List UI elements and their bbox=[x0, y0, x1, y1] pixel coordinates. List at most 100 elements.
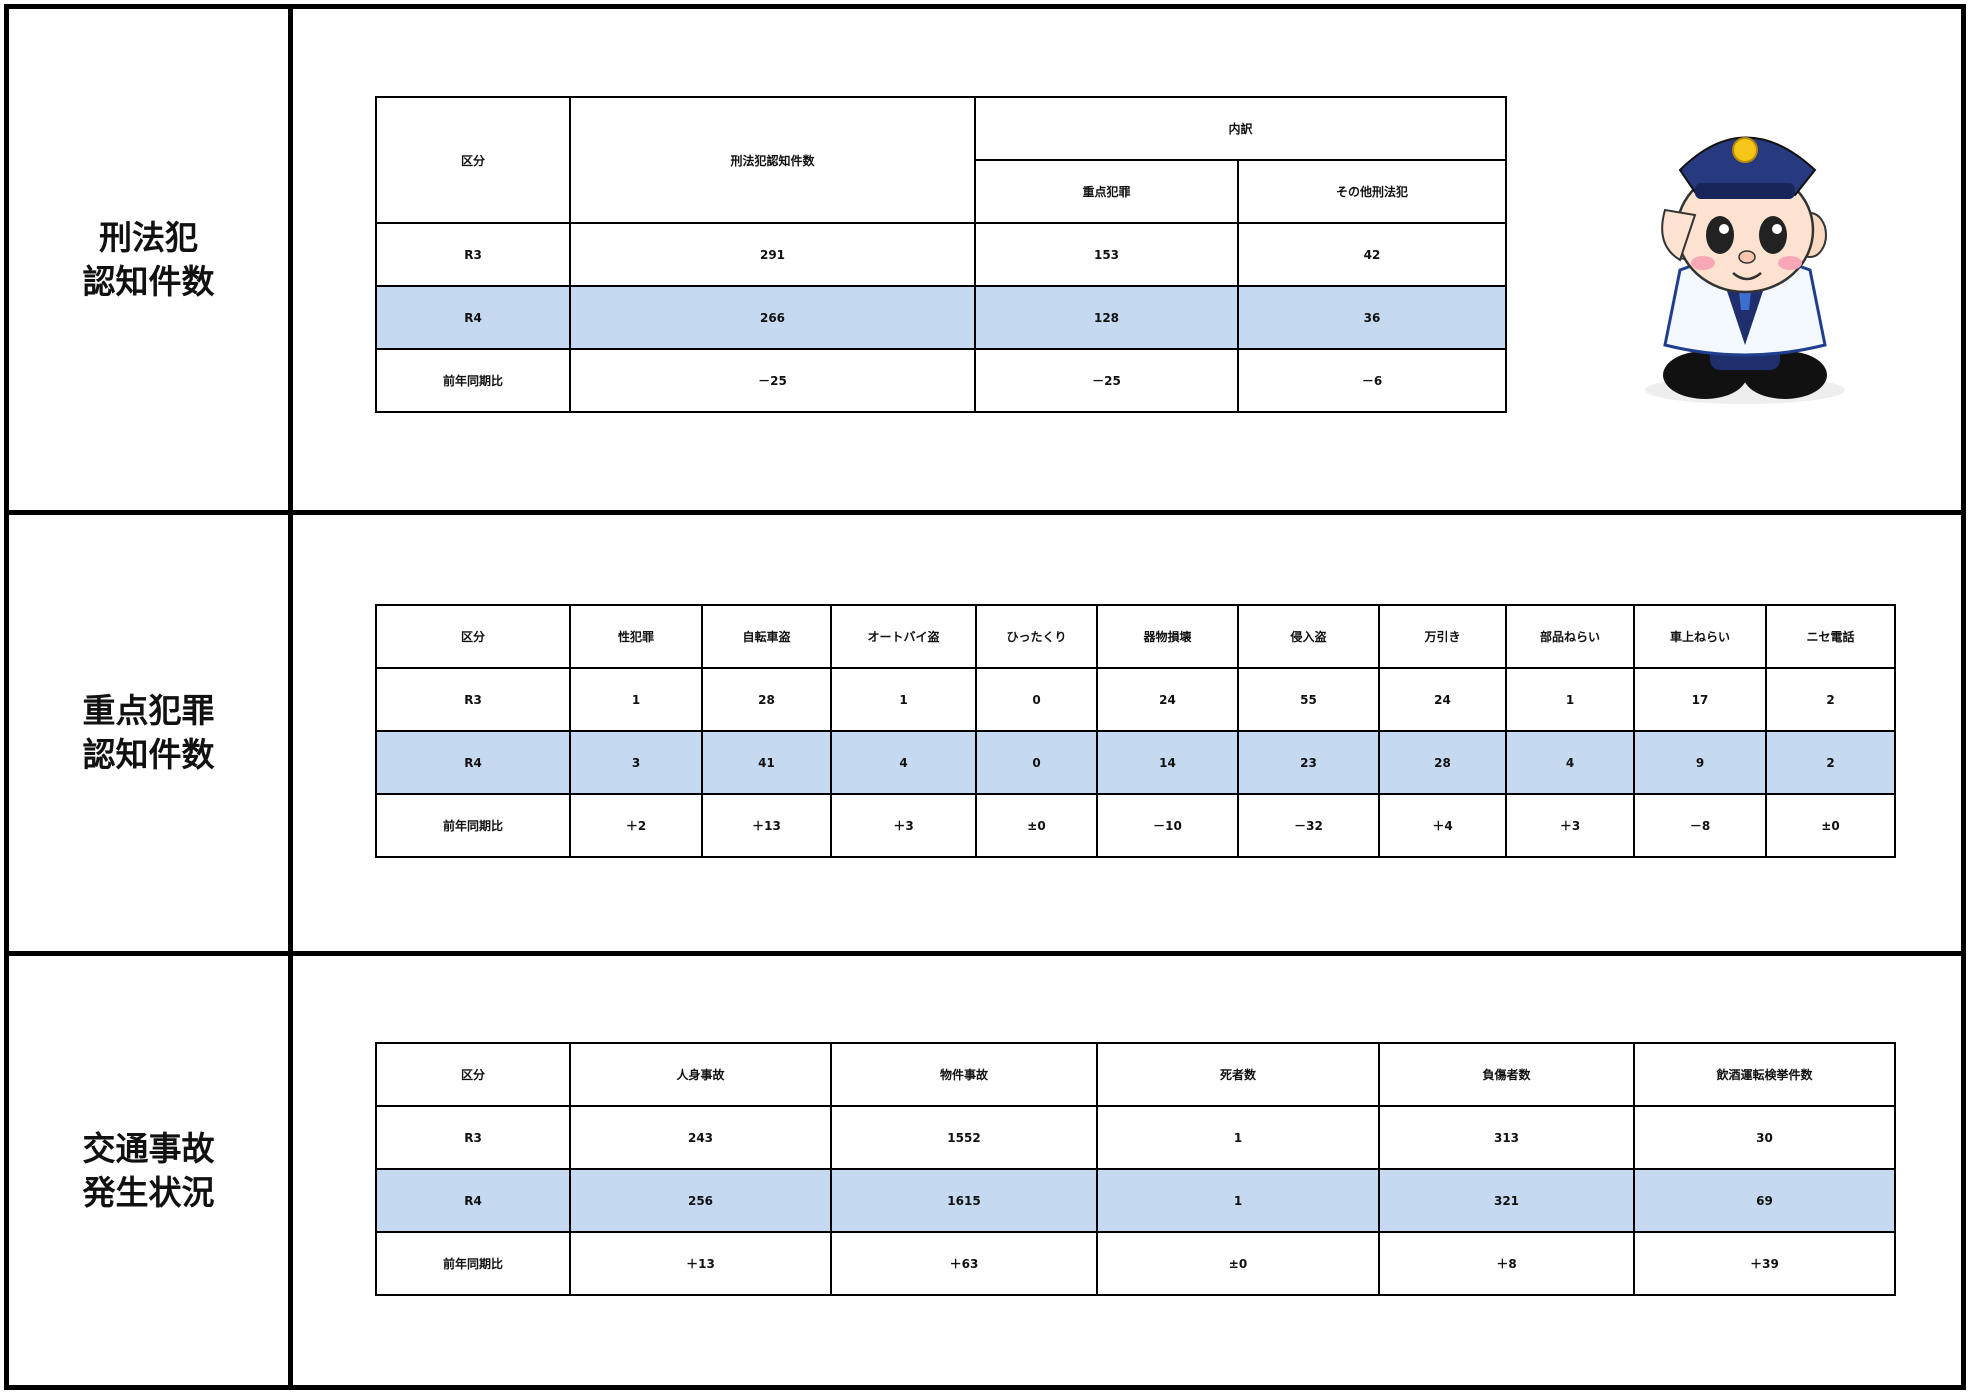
table-cell: 前年同期比 bbox=[375, 1231, 571, 1296]
header-cell: 車上ねらい bbox=[1633, 604, 1767, 669]
table-cell: 128 bbox=[974, 285, 1239, 350]
table-cell: 42 bbox=[1236, 222, 1508, 287]
table-cell: 1 bbox=[569, 667, 703, 732]
divider bbox=[288, 4, 293, 1390]
header-cell: 内訳 bbox=[973, 96, 1508, 161]
header-cell: ひったくり bbox=[975, 604, 1098, 669]
table-cell: 69 bbox=[1633, 1168, 1896, 1233]
data-table: 区分 性犯罪 自転車盗 オートバイ盗 ひったくり 器物損壊 侵入盗 万引き 部品ねらい 車上ねらい… bbox=[375, 604, 1896, 858]
header-cell: 区分 bbox=[375, 604, 571, 669]
data-table: 区分 刑法犯認知件数 内訳 重点犯罪 その他刑法犯 R3 291 153 42 R4 266 128 3… bbox=[375, 96, 1508, 413]
table-cell: R4 bbox=[375, 285, 571, 350]
table-cell: ＋4 bbox=[1378, 793, 1507, 858]
table-cell: 23 bbox=[1237, 730, 1380, 795]
table-cell: R3 bbox=[375, 222, 571, 287]
header-cell: ニセ電話 bbox=[1765, 604, 1896, 669]
data-row: 前年同期比 ＋2 ＋13 ＋3 ±0 －10 －32 ＋4 ＋3 －8 ±0 bbox=[375, 793, 1896, 858]
data-row: R4 256 1615 1 321 69 bbox=[375, 1168, 1896, 1233]
header-cell: 飲酒運転検挙件数 bbox=[1633, 1042, 1896, 1107]
header-cell: 人身事故 bbox=[569, 1042, 832, 1107]
table-cell: －25 bbox=[569, 348, 976, 413]
header-cell: 侵入盗 bbox=[1237, 604, 1380, 669]
mascot bbox=[1645, 136, 1845, 404]
table-cell: 1 bbox=[1505, 667, 1635, 732]
header-cell: 性犯罪 bbox=[569, 604, 703, 669]
table-cell: R4 bbox=[375, 1168, 571, 1233]
data-row: 前年同期比 －25 －25 －6 bbox=[375, 348, 1508, 413]
table-cell: 4 bbox=[830, 730, 977, 795]
frame bbox=[4, 4, 1966, 1390]
header-cell: 重点犯罪 bbox=[974, 159, 1239, 224]
header-cell: 器物損壊 bbox=[1096, 604, 1239, 669]
table-cell: 0 bbox=[975, 730, 1098, 795]
table-cell: 321 bbox=[1378, 1168, 1635, 1233]
table-cell: 14 bbox=[1096, 730, 1239, 795]
data-row: R3 1 28 1 0 24 55 24 1 17 2 bbox=[375, 667, 1896, 732]
table-cell: 9 bbox=[1633, 730, 1767, 795]
label-line: 認知件数 bbox=[82, 735, 215, 774]
data-row: R4 3 41 4 0 14 23 28 4 9 2 bbox=[375, 730, 1896, 795]
table-cell: R4 bbox=[375, 730, 571, 795]
label-line: 認知件数 bbox=[82, 261, 215, 301]
table-cell: －8 bbox=[1633, 793, 1767, 858]
table-cell: 243 bbox=[569, 1105, 832, 1170]
header-cell: 刑法犯認知件数 bbox=[569, 96, 976, 224]
header-cell: 万引き bbox=[1378, 604, 1507, 669]
table-cell: ±0 bbox=[1765, 793, 1896, 858]
header-cell: 負傷者数 bbox=[1378, 1042, 1635, 1107]
table-cell: 24 bbox=[1378, 667, 1507, 732]
label-line: 刑法犯 bbox=[99, 217, 198, 257]
table-cell: R3 bbox=[375, 1105, 571, 1170]
section-label: 重点犯罪 認知件数 bbox=[9, 515, 288, 951]
table-cell: 41 bbox=[701, 730, 832, 795]
table-cell: 3 bbox=[569, 730, 703, 795]
header-cell: その他刑法犯 bbox=[1236, 159, 1508, 224]
table-cell: 2 bbox=[1765, 667, 1896, 732]
header-row: 区分 性犯罪 自転車盗 オートバイ盗 ひったくり 器物損壊 侵入盗 万引き 部品ねらい 車上ねらい… bbox=[375, 604, 1896, 669]
table-cell: R3 bbox=[375, 667, 571, 732]
table-cell: ＋39 bbox=[1633, 1231, 1896, 1296]
divider bbox=[4, 951, 1966, 956]
table-cell: －25 bbox=[974, 348, 1239, 413]
data-row: 前年同期比 ＋13 ＋63 ±0 ＋8 ＋39 bbox=[375, 1231, 1896, 1296]
header-cell: 区分 bbox=[375, 1042, 571, 1107]
table-cell: 1 bbox=[1096, 1168, 1380, 1233]
label-line: 重点犯罪 bbox=[82, 691, 215, 730]
table-cell: ＋13 bbox=[701, 793, 832, 858]
label-line: 発生状況 bbox=[82, 1172, 215, 1212]
table-cell: ±0 bbox=[975, 793, 1098, 858]
table-cell: 0 bbox=[975, 667, 1098, 732]
table-cell: ＋63 bbox=[830, 1231, 1098, 1296]
table-cell: 313 bbox=[1378, 1105, 1635, 1170]
table-cell: ＋3 bbox=[830, 793, 977, 858]
table-cell: 36 bbox=[1236, 285, 1508, 350]
header-row: 区分 人身事故 物件事故 死者数 負傷者数 飲酒運転検挙件数 bbox=[375, 1042, 1896, 1107]
header-cell: 区分 bbox=[375, 96, 571, 224]
table-cell: ＋8 bbox=[1378, 1231, 1635, 1296]
section-label: 刑法犯 認知件数 bbox=[9, 9, 288, 510]
header-row: 区分 刑法犯認知件数 内訳 bbox=[375, 96, 1508, 224]
table-cell: 4 bbox=[1505, 730, 1635, 795]
data-table: 区分 人身事故 物件事故 死者数 負傷者数 飲酒運転検挙件数 R3 243 1552 1 313 30… bbox=[375, 1042, 1896, 1296]
table-cell: 153 bbox=[974, 222, 1239, 287]
table-cell: 2 bbox=[1765, 730, 1896, 795]
table-cell: 1552 bbox=[830, 1105, 1098, 1170]
table-cell: 55 bbox=[1237, 667, 1380, 732]
table-cell: 17 bbox=[1633, 667, 1767, 732]
table-cell: ＋13 bbox=[569, 1231, 832, 1296]
table-cell: －10 bbox=[1096, 793, 1239, 858]
table-cell: 28 bbox=[1378, 730, 1507, 795]
table-cell: 291 bbox=[569, 222, 976, 287]
table-cell: 1615 bbox=[830, 1168, 1098, 1233]
header-row: 重点犯罪 その他刑法犯 bbox=[376, 159, 1508, 224]
data-row: R4 266 128 36 bbox=[375, 285, 1508, 350]
table-cell: ±0 bbox=[1096, 1231, 1380, 1296]
table-cell: －6 bbox=[1236, 348, 1508, 413]
header-cell: 物件事故 bbox=[830, 1042, 1098, 1107]
table-cell: 266 bbox=[569, 285, 976, 350]
section-label: 交通事故 発生状況 bbox=[9, 956, 288, 1385]
table-cell: 30 bbox=[1633, 1105, 1896, 1170]
header-cell: 死者数 bbox=[1096, 1042, 1380, 1107]
table-cell: 1 bbox=[830, 667, 977, 732]
